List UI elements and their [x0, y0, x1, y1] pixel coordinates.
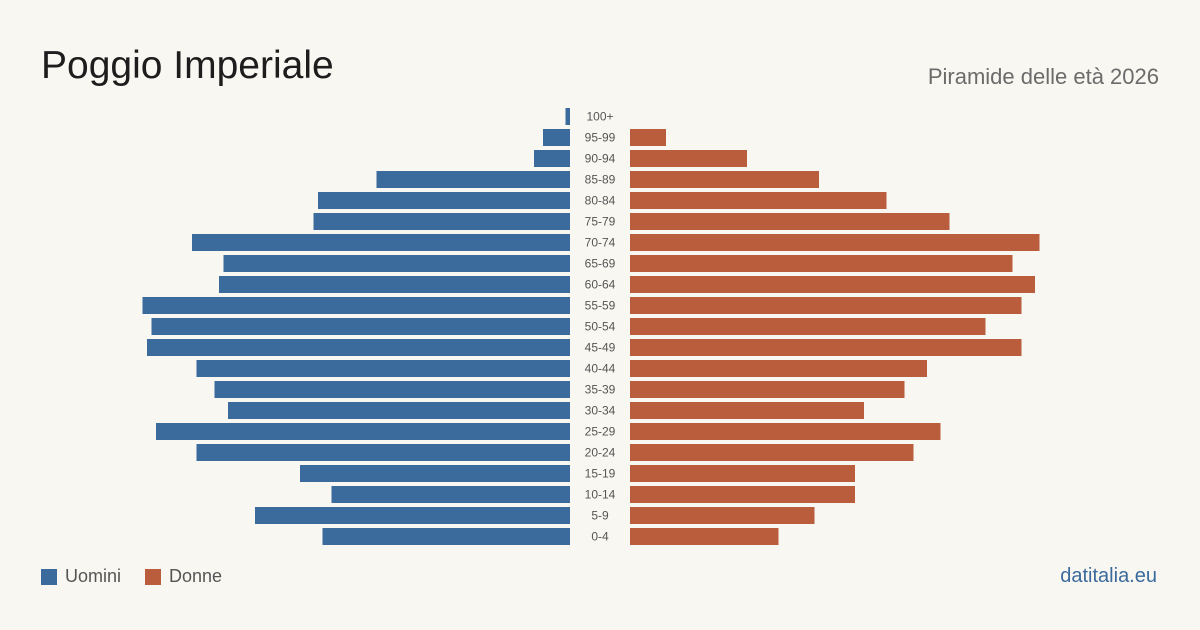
legend-swatch-men — [41, 568, 57, 585]
page-title: Poggio Imperiale — [41, 44, 334, 87]
age-group-label: 20-24 — [585, 446, 616, 460]
bar-women-30-34 — [630, 402, 864, 419]
bar-women-80-84 — [630, 192, 887, 209]
bar-women-5-9 — [630, 507, 815, 524]
age-group-label: 90-94 — [585, 152, 616, 166]
legend-label-men: Uomini — [65, 566, 122, 586]
age-group-label: 80-84 — [585, 194, 616, 208]
bar-women-50-54 — [630, 318, 986, 335]
age-group-label: 75-79 — [585, 215, 616, 229]
bar-men-100+ — [565, 108, 570, 125]
bar-women-55-59 — [630, 297, 1022, 314]
legend-label-women: Donne — [169, 566, 223, 586]
age-group-label: 35-39 — [585, 383, 616, 397]
bar-women-60-64 — [630, 276, 1035, 293]
bar-women-45-49 — [630, 339, 1022, 356]
bar-men-25-29 — [156, 423, 570, 440]
age-group-label: 0-4 — [591, 530, 609, 544]
bar-men-55-59 — [142, 297, 570, 314]
bar-men-20-24 — [196, 444, 570, 461]
bar-men-30-34 — [228, 402, 570, 419]
bar-men-5-9 — [255, 507, 570, 524]
bar-women-0-4 — [630, 528, 779, 545]
bar-women-70-74 — [630, 234, 1040, 251]
bar-women-40-44 — [630, 360, 927, 377]
chart-subtitle: Piramide delle età 2026 — [927, 64, 1159, 89]
bar-men-50-54 — [151, 318, 570, 335]
bar-men-15-19 — [300, 465, 570, 482]
bar-men-0-4 — [322, 528, 570, 545]
bar-women-10-14 — [630, 486, 855, 503]
chart-legend: Uomini Donne — [41, 566, 246, 587]
bar-men-95-99 — [543, 129, 570, 146]
bar-women-20-24 — [630, 444, 914, 461]
bar-men-35-39 — [214, 381, 570, 398]
bar-women-25-29 — [630, 423, 941, 440]
legend-item-men: Uomini — [41, 566, 121, 587]
age-group-label: 95-99 — [585, 131, 616, 145]
legend-swatch-women — [145, 568, 162, 585]
bar-men-85-89 — [376, 171, 570, 188]
legend-item-women: Donne — [145, 566, 222, 587]
age-group-label: 25-29 — [585, 425, 616, 439]
bar-men-80-84 — [318, 192, 570, 209]
bar-men-45-49 — [147, 339, 570, 356]
age-group-label: 60-64 — [585, 278, 616, 292]
age-group-label: 40-44 — [585, 362, 616, 376]
bar-women-35-39 — [630, 381, 905, 398]
age-group-label: 65-69 — [585, 257, 616, 271]
bar-men-65-69 — [223, 255, 570, 272]
age-group-label: 55-59 — [585, 299, 616, 313]
bar-men-40-44 — [196, 360, 570, 377]
age-group-label: 10-14 — [585, 488, 616, 502]
bar-men-75-79 — [313, 213, 570, 230]
population-pyramid-chart: 100+ 95-99 90-94 85-89 80-84 75-79 70-74 65-69 6… — [142, 108, 1040, 545]
age-group-label: 70-74 — [585, 236, 616, 250]
bar-women-95-99 — [630, 129, 666, 146]
site-link[interactable]: datitalia.eu — [1060, 565, 1157, 587]
age-group-label: 85-89 — [585, 173, 616, 187]
age-group-label: 15-19 — [585, 467, 616, 481]
bar-women-65-69 — [630, 255, 1013, 272]
bar-women-15-19 — [630, 465, 855, 482]
age-group-label: 45-49 — [585, 341, 616, 355]
age-group-label: 5-9 — [591, 509, 609, 523]
bar-women-90-94 — [630, 150, 747, 167]
bar-men-60-64 — [219, 276, 570, 293]
age-group-label: 50-54 — [585, 320, 616, 334]
bar-women-75-79 — [630, 213, 950, 230]
age-group-label: 30-34 — [585, 404, 616, 418]
bar-women-85-89 — [630, 171, 819, 188]
bar-men-70-74 — [192, 234, 570, 251]
bar-men-10-14 — [331, 486, 570, 503]
age-group-label: 100+ — [586, 110, 613, 124]
bar-men-90-94 — [534, 150, 570, 167]
